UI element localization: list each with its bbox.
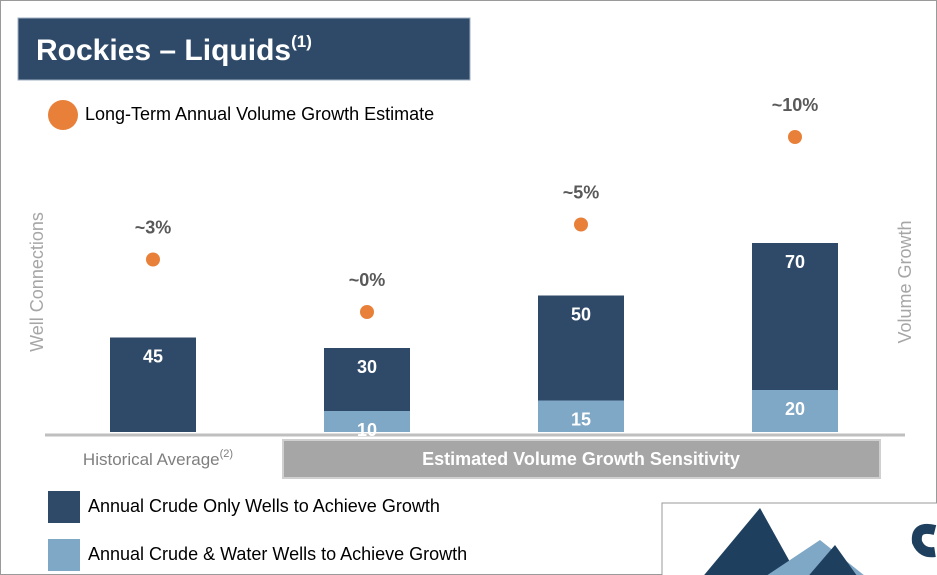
- logo-mountain: [809, 545, 857, 575]
- x-tick-label: Historical Average(2): [83, 448, 233, 470]
- bar-label: 10: [357, 420, 377, 440]
- growth-dot: [360, 305, 374, 319]
- y2-axis-label: Volume Growth: [895, 220, 915, 343]
- category-note: (2): [220, 448, 233, 460]
- logo: [661, 502, 937, 575]
- legend-marker: [48, 100, 78, 130]
- category-text: Historical Average: [83, 450, 220, 469]
- growth-label: ~3%: [135, 217, 172, 237]
- y-axis-label: Well Connections: [27, 212, 47, 352]
- group-label: Estimated Volume Growth Sensitivity: [422, 449, 740, 469]
- title-note: (1): [291, 32, 312, 51]
- bar-label: 20: [785, 399, 805, 419]
- bar-segment: [538, 295, 624, 401]
- growth-dot: [788, 130, 802, 144]
- bar-segment: [752, 243, 838, 390]
- title-text: Rockies – Liquids: [36, 34, 291, 67]
- growth-label: ~0%: [349, 270, 386, 290]
- bar-segment: [324, 348, 410, 411]
- legend-swatch: [48, 491, 80, 523]
- bar-segment: [324, 411, 410, 432]
- growth-dot: [574, 217, 588, 232]
- bar-segment: [110, 337, 196, 432]
- title-box: [17, 17, 471, 81]
- bar-label: 45: [143, 346, 163, 366]
- bar-label: 50: [571, 304, 591, 324]
- legend-label: Annual Crude Only Wells to Achieve Growt…: [88, 496, 440, 516]
- bar-segment: [538, 400, 624, 432]
- growth-label: ~5%: [563, 182, 600, 202]
- bar-segment: [752, 390, 838, 432]
- legend-label: Annual Crude & Water Wells to Achieve Gr…: [88, 544, 467, 564]
- growth-label: ~10%: [772, 95, 819, 115]
- group-box: [282, 439, 881, 479]
- legend-label: Long-Term Annual Volume Growth Estimate: [85, 104, 434, 124]
- logo-mountain: [704, 508, 798, 575]
- bar-label: 70: [785, 252, 805, 272]
- bar-label: 15: [571, 409, 591, 429]
- bar-label: 30: [357, 357, 377, 377]
- logo-letter: [911, 523, 937, 558]
- chart-title: Rockies – Liquids(1): [36, 32, 312, 66]
- growth-dot: [146, 252, 160, 267]
- legend-swatch: [48, 539, 80, 571]
